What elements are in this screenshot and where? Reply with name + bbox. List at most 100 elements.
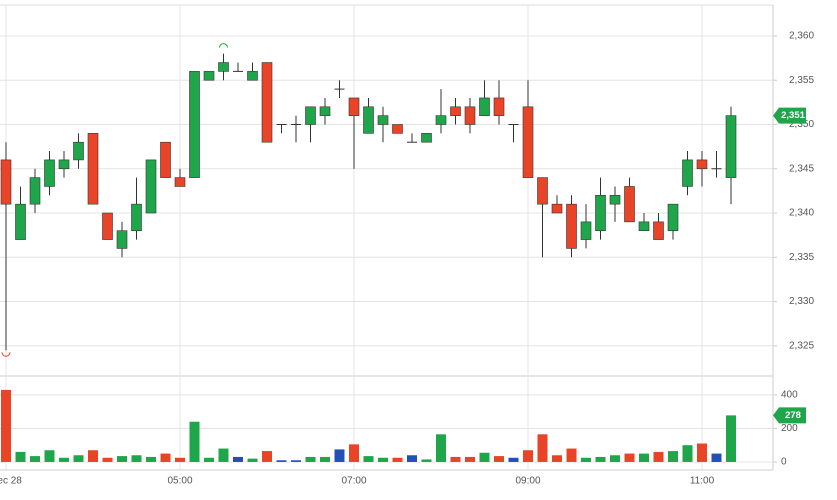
candle-body [435,115,447,125]
y-tick-label: 2,350 [789,119,814,130]
candle-body [73,141,84,161]
volume-bar [276,460,287,462]
candle-body [609,195,621,205]
x-tick-label: 05:00 [167,476,192,487]
volume-bar [726,415,736,462]
y-tick-label: 2,355 [789,75,814,86]
candle-body [696,159,708,170]
volume-bar [262,451,272,462]
volume-bar [624,453,635,462]
y-tick-label: 2,340 [789,208,814,219]
volume-bar [102,457,113,462]
candle-body [595,195,606,232]
volume-bar [479,452,490,462]
candle-body [87,133,99,205]
candle-body [131,203,142,232]
candle-body [493,97,505,116]
volume-bar [73,455,84,462]
volume-bar [378,457,388,462]
candle-body [247,71,258,81]
candle-body [189,71,200,178]
candle-body [305,106,316,125]
y-tick-label: 2,330 [789,296,814,307]
candle-body [102,212,113,240]
volume-bar [392,457,403,462]
volume-bar [320,456,330,462]
volume-bar [305,456,316,462]
y-tick-label: 2,360 [789,31,814,42]
volume-bar [349,444,359,462]
volume-bar [117,456,127,462]
volume-bar [218,448,229,462]
volume-bar [30,456,40,462]
candle-body [29,177,41,205]
candle-body [160,141,171,178]
y-tick-label: 0 [781,457,787,468]
volume-bar [610,455,620,462]
candle-body [261,62,273,143]
volume-bar [146,456,156,462]
low-marker [1,352,11,357]
volume-bar [566,448,577,462]
volume-bar [1,389,11,462]
candle-body [725,115,737,178]
x-tick-label: 07:00 [341,476,366,487]
volume-bar [175,457,185,462]
candle-body [421,133,432,143]
candle-body [638,221,650,232]
volume-bar [407,455,417,462]
volume-bar [131,455,142,462]
volume-bar [15,451,26,462]
candle-body [174,177,186,187]
candle-body [479,97,490,116]
volume-bar [204,457,214,462]
high-marker [219,43,228,48]
volume-bar [233,456,243,462]
volume-bar [668,451,678,462]
volume-bar [436,434,446,462]
candle-body [522,106,534,178]
candle-body [392,124,403,134]
candle-body [203,71,215,81]
volume-bar [523,450,533,462]
y-tick-label: 2,325 [789,340,814,351]
candle-body [348,97,360,116]
candle-body [15,203,26,240]
candle-body [682,159,693,187]
last-price-tag: 2,351 [781,110,805,121]
volume-bar [595,456,606,462]
volume-bar [552,455,562,462]
volume-bar [581,457,591,462]
x-tick-label: Dec 28 [0,476,22,487]
y-tick-label: 200 [781,423,798,434]
candle-body [44,159,55,187]
last-volume-tag-bg [773,407,806,424]
volume-bar [247,458,258,462]
volume-bar [44,450,55,462]
candle-body [566,203,577,249]
volume-bar [639,453,649,462]
candle-body [551,203,563,214]
x-tick-label: 09:00 [515,476,540,487]
volume-bar [291,460,301,462]
candle-body [0,159,12,205]
volume-bar [421,459,432,462]
candle-body [145,159,157,214]
candle-body [624,186,635,223]
volume-bar [653,451,664,462]
candle-body [58,159,70,170]
candle-body [363,106,374,134]
volume-bar [88,450,98,462]
candle-body [218,62,229,72]
candle-body [377,115,389,125]
volume-bar [711,453,722,462]
candle-body [667,203,679,232]
volume-bar [508,457,519,462]
candle-body [580,221,592,240]
volume-bar [682,445,693,462]
volume-bar [363,456,374,462]
y-tick-label: 2,345 [789,163,814,174]
volume-bar [465,456,475,462]
candle-body [653,221,664,240]
